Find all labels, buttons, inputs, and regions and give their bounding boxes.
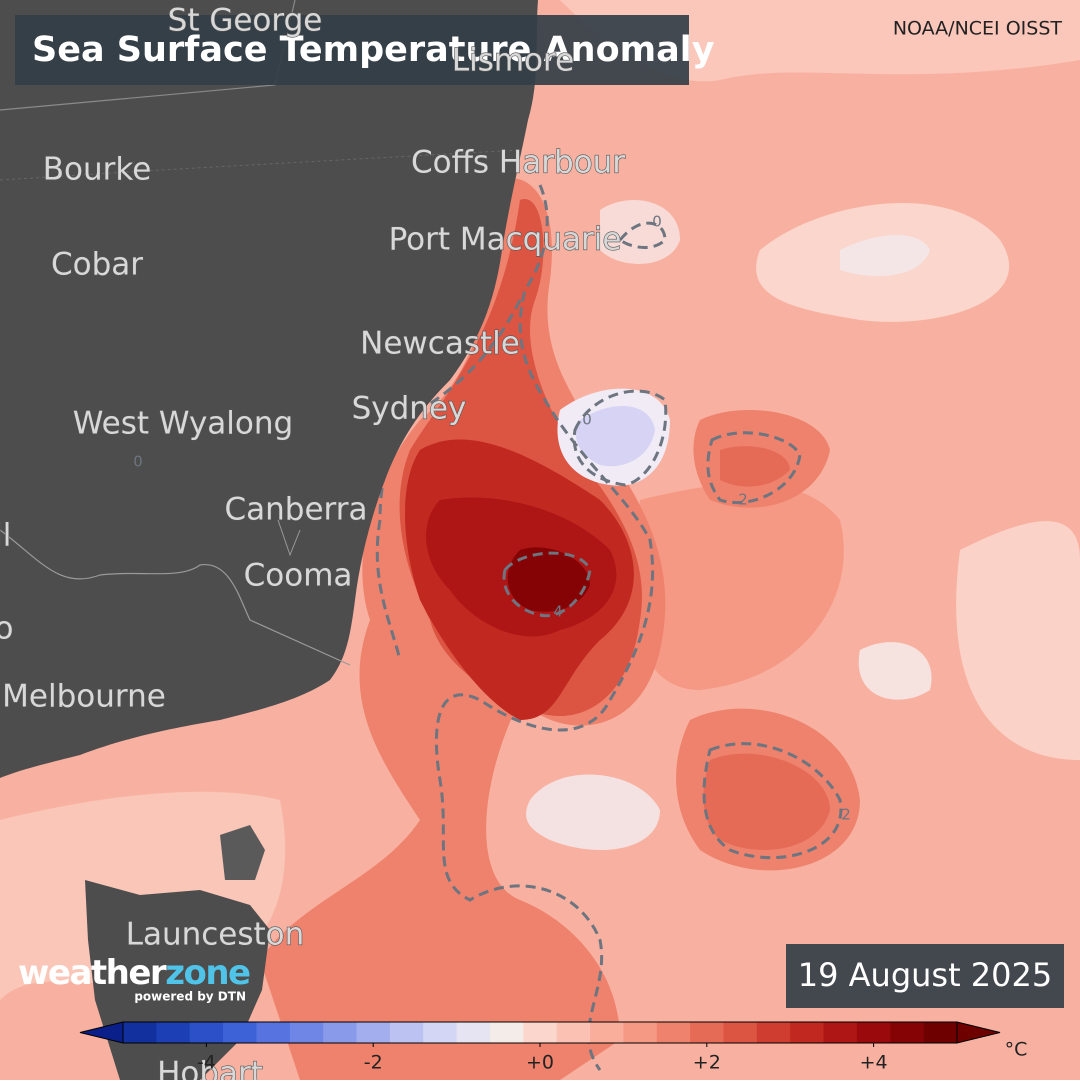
source: NOAA/NCEI OISST (893, 18, 1063, 40)
colorbar-tick-label: +0 (526, 1052, 554, 1074)
colorbar-swatch (456, 1022, 491, 1043)
colorbar-swatch (489, 1022, 524, 1043)
colorbar-swatch (856, 1022, 891, 1043)
date: 19 August 2025 (798, 956, 1052, 994)
contour-label: 4 (553, 603, 563, 621)
colorbar-swatch (289, 1022, 324, 1043)
place-labels: St George Lismore Bourke Coffs Harbour Port … (0, 2, 851, 1084)
place-label: Launceston (126, 917, 305, 953)
place-label: Bourke (43, 152, 152, 188)
colorbar: -4 -2 +0 +2 +4 °C (79, 1021, 1028, 1074)
place-label: Newcastle (360, 326, 520, 362)
place-label: Cooma (244, 558, 353, 594)
place-label: Sydney (352, 391, 467, 427)
colorbar-swatch (590, 1022, 624, 1043)
contour-label: 2 (738, 491, 748, 509)
colorbar-tick-label: +2 (693, 1052, 721, 1074)
colorbar-unit: °C (1005, 1039, 1028, 1061)
place-label: Cobar (51, 247, 143, 283)
colorbar-swatch (223, 1022, 257, 1043)
contour-label: 2 (841, 806, 851, 824)
colorbar-swatch (356, 1022, 391, 1043)
place-label: Canberra (225, 492, 368, 528)
logo-tagline: powered by DTN (134, 990, 246, 1004)
place-label: Lismore (452, 43, 574, 79)
colorbar-swatch (923, 1022, 958, 1043)
colorbar-tick-label: -4 (197, 1052, 216, 1074)
place-label: St George (168, 3, 323, 39)
colorbar-swatch (523, 1022, 558, 1043)
contour-label: 0 (133, 453, 143, 471)
colorbar-swatch (423, 1022, 458, 1043)
colorbar-swatch (823, 1022, 858, 1043)
colorbar-swatch (256, 1022, 291, 1043)
colorbar-swatch (890, 1022, 925, 1043)
logo-a: weather (18, 953, 167, 993)
colorbar-swatch (723, 1022, 758, 1043)
colorbar-swatch (756, 1022, 791, 1043)
colorbar-tick-label: +4 (860, 1052, 888, 1074)
place-label: West Wyalong (73, 406, 293, 442)
title: Sea Surface Temperature Anomaly (32, 30, 715, 70)
colorbar-swatch (323, 1022, 358, 1043)
colorbar-tick-label: -2 (364, 1052, 383, 1074)
colorbar-swatch (656, 1022, 691, 1043)
colorbar-swatch (790, 1022, 825, 1043)
place-label: Melbourne (2, 679, 166, 715)
place-label: Bendigo (0, 611, 13, 647)
title-box (15, 15, 689, 85)
colorbar-swatch (556, 1022, 591, 1043)
place-label: Swan Hill (0, 518, 11, 554)
date-box (786, 944, 1064, 1008)
contour-label: 0 (582, 411, 592, 429)
place-label: Hobart (157, 1056, 263, 1081)
colorbar-swatch (156, 1022, 191, 1043)
colorbar-swatch (389, 1022, 424, 1043)
colorbar-swatch (189, 1022, 224, 1043)
logo: weatherzone (18, 953, 250, 993)
colorbar-swatch (623, 1022, 658, 1043)
logo-b: zone (165, 953, 250, 993)
colorbar-swatch (123, 1022, 157, 1043)
colorbar-swatch (690, 1022, 724, 1043)
place-label: Coffs Harbour (411, 145, 625, 181)
place-label: Port Macquarie (389, 222, 622, 258)
contour-label: 0 (652, 213, 662, 231)
